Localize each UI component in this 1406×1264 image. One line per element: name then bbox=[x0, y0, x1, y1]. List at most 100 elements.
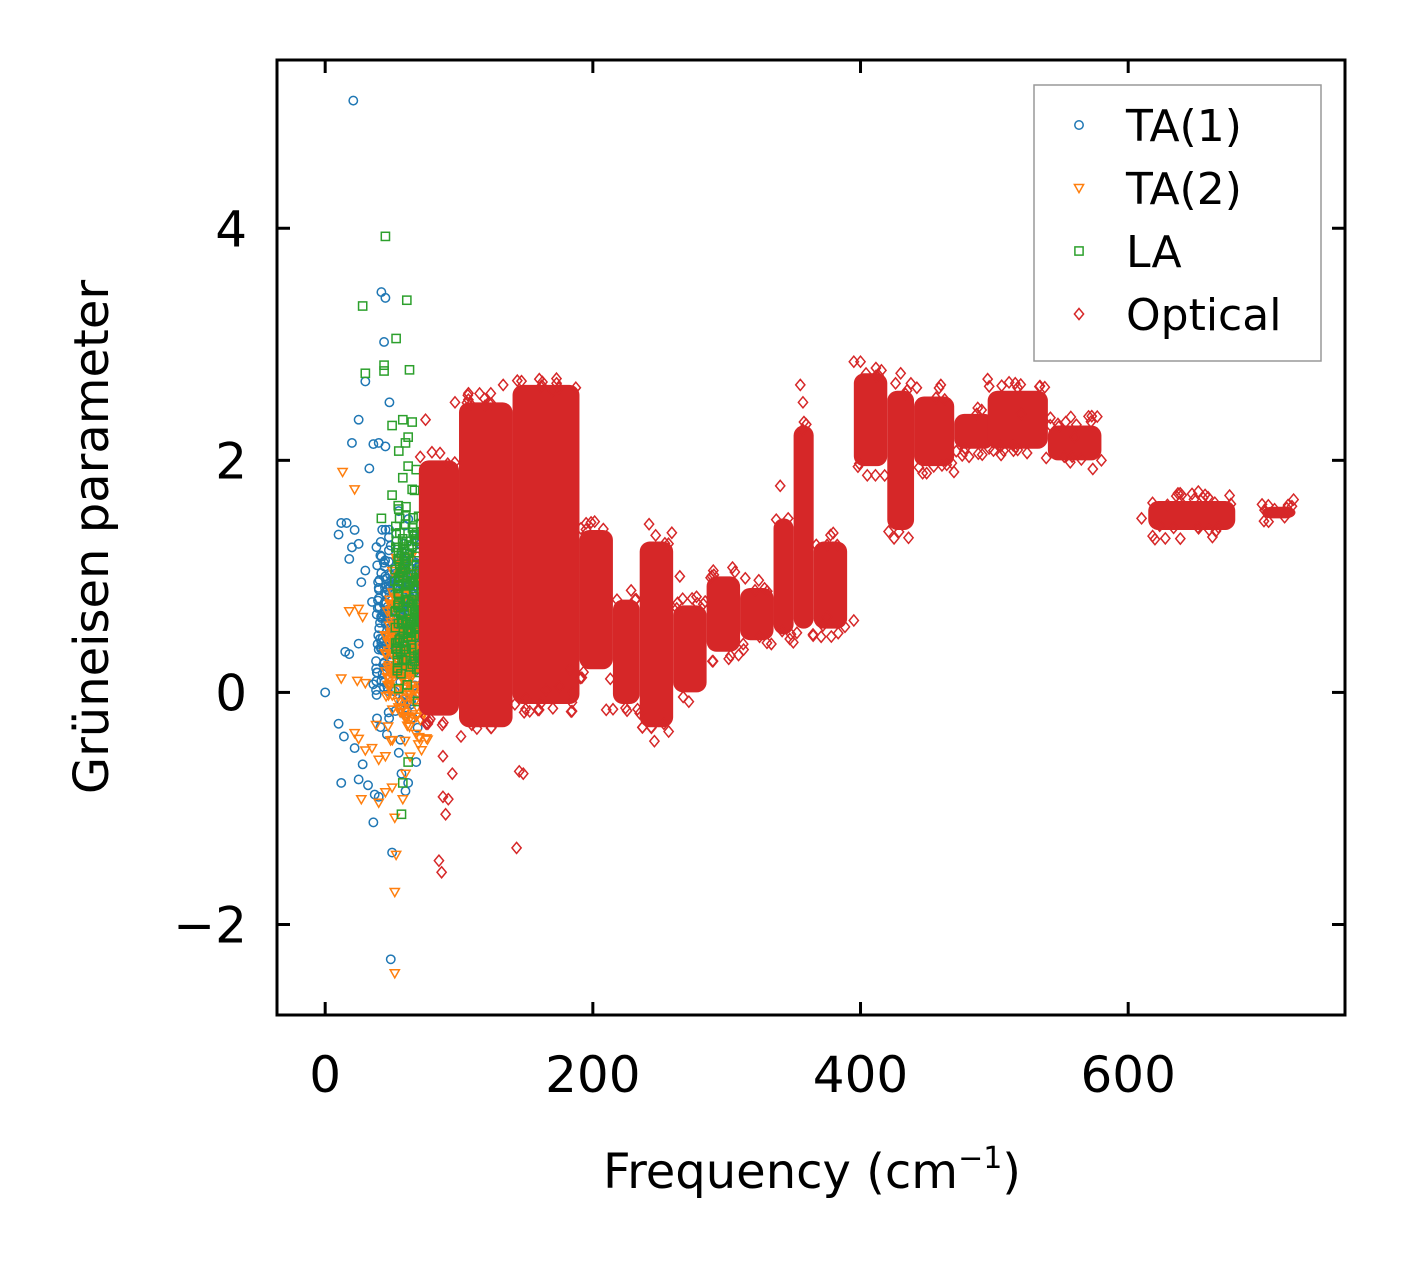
data-point-optical bbox=[832, 626, 844, 640]
data-point-optical bbox=[1209, 495, 1221, 510]
data-point-optical bbox=[497, 378, 509, 392]
data-point-optical bbox=[726, 560, 739, 575]
data-point-optical bbox=[683, 694, 695, 709]
data-point-la bbox=[401, 295, 412, 306]
data-point-optical bbox=[547, 701, 559, 716]
data-point-la bbox=[408, 512, 418, 523]
data-point-optical bbox=[707, 563, 719, 578]
data-point-optical bbox=[1188, 492, 1200, 507]
data-point-optical bbox=[882, 524, 895, 539]
data-point-optical bbox=[797, 422, 809, 437]
data-point-ta-2 bbox=[381, 607, 394, 618]
data-point-ta-1 bbox=[411, 757, 422, 767]
data-point-ta-1 bbox=[379, 337, 390, 347]
legend-marker bbox=[1074, 246, 1084, 256]
data-point-la bbox=[406, 643, 417, 653]
data-point-ta-1 bbox=[349, 743, 360, 754]
optical-dense-band bbox=[793, 425, 814, 629]
data-point-optical bbox=[434, 446, 446, 460]
data-point-ta-1 bbox=[360, 565, 371, 576]
data-point-optical bbox=[815, 630, 827, 644]
data-point-optical bbox=[650, 528, 662, 543]
data-point-optical bbox=[485, 396, 498, 411]
data-point-optical bbox=[1279, 510, 1291, 524]
data-point-ta-1 bbox=[396, 768, 407, 779]
data-point-optical bbox=[807, 628, 819, 643]
data-point-ta-1 bbox=[368, 679, 379, 690]
data-point-optical bbox=[972, 401, 984, 415]
data-point-la bbox=[398, 623, 409, 633]
y-axis-title: Grüneisen parameter bbox=[64, 280, 120, 795]
data-point-ta-2 bbox=[392, 703, 405, 714]
data-point-optical bbox=[566, 695, 578, 710]
data-point-la bbox=[407, 484, 418, 495]
data-point-la bbox=[409, 529, 420, 540]
data-point-optical bbox=[1288, 492, 1300, 507]
x-axis-title-tail: ) bbox=[1002, 1144, 1021, 1200]
data-point-ta-1 bbox=[371, 663, 382, 674]
legend-entry: TA(1) bbox=[1074, 101, 1242, 152]
data-point-ta-1 bbox=[320, 687, 331, 698]
data-point-optical bbox=[466, 718, 478, 732]
data-point-optical bbox=[474, 386, 486, 401]
optical-dense-band bbox=[459, 402, 513, 728]
data-point-optical bbox=[935, 378, 947, 392]
data-point-optical bbox=[1086, 409, 1098, 423]
data-point-optical bbox=[794, 378, 806, 392]
optical-dense-band bbox=[612, 599, 640, 705]
data-point-ta-2 bbox=[386, 566, 399, 578]
data-point-optical bbox=[800, 417, 812, 432]
legend-marker bbox=[1074, 120, 1084, 130]
data-point-la bbox=[409, 656, 420, 667]
data-point-optical bbox=[1282, 498, 1294, 512]
data-point-optical bbox=[875, 363, 888, 378]
data-point-optical bbox=[761, 584, 773, 598]
data-point-ta-2 bbox=[383, 682, 396, 693]
data-point-ta-1 bbox=[336, 777, 347, 788]
data-point-optical bbox=[901, 383, 913, 398]
x-axis-title: Frequency (cm−1) bbox=[603, 1141, 1021, 1200]
data-point-la bbox=[403, 757, 414, 767]
data-point-la bbox=[393, 683, 404, 694]
data-point-optical bbox=[509, 697, 521, 712]
data-point-la bbox=[379, 366, 389, 376]
data-point-optical bbox=[982, 372, 994, 386]
data-point-ta-1 bbox=[387, 847, 398, 858]
data-point-optical bbox=[893, 525, 905, 539]
data-point-optical bbox=[963, 450, 975, 464]
data-point-optical bbox=[607, 702, 619, 716]
y-tick-label: 4 bbox=[215, 200, 247, 258]
data-point-optical bbox=[540, 683, 552, 697]
data-point-optical bbox=[921, 466, 933, 480]
data-point-optical bbox=[749, 583, 761, 598]
data-point-optical bbox=[753, 573, 765, 587]
data-point-optical bbox=[1065, 410, 1077, 424]
data-point-ta-2 bbox=[359, 746, 372, 757]
data-point-la bbox=[387, 490, 397, 500]
data-point-ta-1 bbox=[373, 791, 384, 802]
data-point-optical bbox=[933, 381, 945, 395]
data-point-optical bbox=[784, 632, 796, 646]
data-point-optical bbox=[1192, 520, 1204, 534]
data-point-optical bbox=[1176, 488, 1188, 502]
data-point-la bbox=[403, 432, 414, 442]
data-point-optical bbox=[570, 381, 582, 395]
data-point-la bbox=[401, 501, 411, 512]
data-point-optical bbox=[414, 450, 426, 464]
data-point-ta-2 bbox=[402, 693, 415, 704]
data-point-ta-1 bbox=[377, 524, 388, 535]
data-point-optical bbox=[433, 853, 445, 868]
data-point-optical bbox=[446, 766, 458, 781]
data-point-la bbox=[393, 446, 404, 456]
data-point-la bbox=[396, 809, 407, 820]
data-point-optical bbox=[987, 443, 1000, 458]
data-point-la bbox=[407, 606, 418, 616]
data-point-optical bbox=[600, 703, 612, 717]
data-point-ta-2 bbox=[392, 697, 405, 709]
data-point-optical bbox=[839, 620, 851, 634]
data-point-ta-1 bbox=[360, 376, 371, 387]
optical-dense-band bbox=[673, 605, 707, 693]
data-point-ta-2 bbox=[413, 734, 426, 745]
y-tick-labels: −2 0 2 4 bbox=[173, 200, 247, 954]
data-point-optical bbox=[659, 536, 671, 551]
